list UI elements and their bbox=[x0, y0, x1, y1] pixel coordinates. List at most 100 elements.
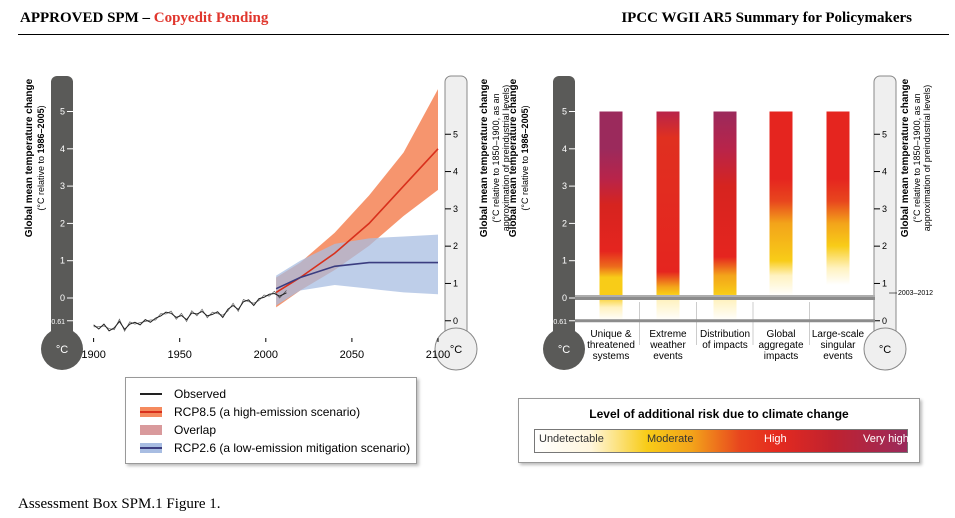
left-panel-right-tick-label: 2 bbox=[453, 241, 458, 251]
risk-label-moderate: Moderate bbox=[647, 433, 694, 445]
legend-rcp26-label: RCP2.6 (a low-emission mitigation scenar… bbox=[174, 441, 411, 455]
left-panel-unit-label: °C bbox=[450, 344, 462, 356]
legend-rcp85-swatch bbox=[140, 407, 162, 417]
right-panel-ylabel-left: Global mean temperature change bbox=[508, 78, 519, 237]
left-panel-right-tick-label: 3 bbox=[453, 204, 458, 214]
right-panel-left-tick-label: -0.61 bbox=[551, 319, 567, 326]
legend-rcp85-label: RCP8.5 (a high-emission scenario) bbox=[174, 405, 361, 419]
right-panel-left-tick-label: 3 bbox=[562, 181, 567, 191]
legend-overlap-label: Overlap bbox=[174, 423, 217, 437]
left-panel-left-tick-label: 5 bbox=[60, 107, 65, 117]
risk-legend-title: Level of additional risk due to climate … bbox=[589, 407, 849, 421]
left-panel-ylabel-left-sub-prefix: (°C relative to bbox=[36, 153, 46, 210]
risk-category-label-5: singular bbox=[820, 340, 856, 351]
right-panel-left-tick-label: 5 bbox=[562, 107, 567, 117]
right-panel-right-tick-label: 3 bbox=[882, 204, 887, 214]
rcp26-mean-line bbox=[275, 261, 438, 290]
left-panel-thermometer-tube bbox=[51, 76, 73, 338]
risk-category-label-5: events bbox=[823, 351, 852, 362]
risk-legend-gradient bbox=[534, 429, 908, 453]
right-panel-ylabel-right-line2: approximation of preindustrial levels) bbox=[922, 85, 932, 232]
right-panel-thermometer-bulb bbox=[863, 327, 907, 371]
left-panel-x-tick-label: 2050 bbox=[340, 349, 364, 361]
right-panel-right-tick-label: 0 bbox=[882, 316, 887, 326]
left-panel-thermometer-bulb bbox=[41, 328, 83, 370]
right-panel-thermometer-tube bbox=[553, 76, 575, 338]
right-panel-left-tick-label: 1 bbox=[562, 256, 567, 266]
legend-overlap: Overlap bbox=[140, 422, 216, 438]
reference-period-band bbox=[575, 295, 875, 300]
risk-category-label-3: Distribution bbox=[700, 329, 750, 340]
left-panel-thermometer-bulb bbox=[434, 327, 478, 371]
risk-category-label-5: Large-scale bbox=[812, 329, 865, 340]
observed-line bbox=[93, 292, 287, 332]
header-title: IPCC WGII AR5 Summary for Policymakers bbox=[621, 10, 912, 26]
left-panel-ylabel-right-line2: approximation of preindustrial levels) bbox=[501, 85, 511, 232]
header-left: APPROVED SPM – Copyedit Pending bbox=[20, 10, 268, 27]
legend-observed-swatch bbox=[140, 389, 162, 399]
risk-legend: Level of additional risk due to climate … bbox=[518, 398, 920, 463]
left-panel-left-tick-label: -0.61 bbox=[49, 319, 65, 326]
risk-bar-4 bbox=[769, 111, 793, 321]
left-panel-ylabel-right: Global mean temperature change bbox=[479, 78, 490, 237]
right-panel-ylabel-right-line1: (°C relative to 1850–1900, as an bbox=[912, 93, 922, 222]
risk-category-label-1: systems bbox=[593, 351, 630, 362]
risk-category-label-1: Unique & bbox=[590, 329, 631, 340]
legend-rcp26-swatch bbox=[140, 443, 162, 453]
left-panel-axis-title-right: Global mean temperature change (°C relati… bbox=[479, 78, 511, 237]
right-panel-left-tick-label: 4 bbox=[562, 144, 567, 154]
risk-category-label-4: impacts bbox=[764, 351, 798, 362]
risk-category-label-4: Global bbox=[767, 329, 796, 340]
left-panel-ylabel-right-line1: (°C relative to 1850–1900, as an bbox=[491, 93, 501, 222]
risk-bar-1 bbox=[599, 111, 623, 321]
risk-bar-5 bbox=[826, 111, 850, 321]
risk-bar-3 bbox=[713, 111, 737, 321]
header-rule bbox=[18, 34, 949, 35]
right-panel-ylabel-left-sub: (°C relative to 1986–2005) bbox=[520, 105, 530, 210]
left-panel-legend: Observed RCP8.5 (a high-emission scenari… bbox=[125, 377, 417, 464]
right-panel-right-tick-label: 2 bbox=[882, 241, 887, 251]
right-panel-right-tick-label: 5 bbox=[882, 129, 887, 139]
risk-label-undetectable: Undetectable bbox=[539, 433, 604, 445]
risk-label-high: High bbox=[764, 433, 787, 445]
left-panel-x-tick-label: 2100 bbox=[426, 349, 450, 361]
right-panel-ylabel-right: Global mean temperature change bbox=[900, 78, 911, 237]
right-panel-axis-title-right: Global mean temperature change (°C relati… bbox=[900, 78, 932, 237]
right-panel-thermometer-bulb bbox=[543, 328, 585, 370]
left-panel-left-tick-label: 1 bbox=[60, 256, 65, 266]
right-panel-ylabel-left-sub-prefix: (°C relative to bbox=[520, 153, 530, 210]
left-panel-ylabel-left-sub-bold: 1986–2005 bbox=[36, 108, 46, 153]
left-panel-ylabel-left-sub: (°C relative to 1986–2005) bbox=[36, 105, 46, 210]
observed-line-secondary bbox=[93, 290, 287, 332]
left-panel-ylabel-left: Global mean temperature change bbox=[24, 78, 35, 237]
header-status: Copyedit Pending bbox=[153, 10, 269, 26]
figure-caption: Assessment Box SPM.1 Figure 1. bbox=[18, 496, 221, 512]
left-panel-left-tick-label: 4 bbox=[60, 144, 65, 154]
left-panel-right-tick-label: 0 bbox=[453, 316, 458, 326]
left-panel-axis-title-left: Global mean temperature change (°C relati… bbox=[24, 78, 46, 237]
left-panel-left-tick-label: 3 bbox=[60, 181, 65, 191]
left-panel-x-tick-label: 1900 bbox=[81, 349, 105, 361]
reference-period-label: 2003–2012 bbox=[898, 290, 933, 297]
legend-rcp85: RCP8.5 (a high-emission scenario) bbox=[140, 404, 360, 420]
risk-category-label-2: events bbox=[653, 351, 682, 362]
left-panel-left-tick-label: 0 bbox=[60, 293, 65, 303]
left-panel-ylabel-left-sub-suffix: ) bbox=[36, 105, 46, 108]
risk-category-label-2: weather bbox=[649, 340, 686, 351]
risk-bar-2 bbox=[656, 111, 680, 321]
left-panel-x-tick-label: 2000 bbox=[254, 349, 278, 361]
rcp26-uncertainty-band bbox=[276, 234, 438, 306]
risk-category-label-3: of impacts bbox=[702, 340, 748, 351]
legend-observed-label: Observed bbox=[174, 387, 227, 401]
right-panel-left-tick-label: 2 bbox=[562, 218, 567, 228]
risk-category-label-1: threatened bbox=[587, 340, 635, 351]
header-dash: – bbox=[138, 10, 154, 26]
left-panel-x-tick-label: 1950 bbox=[167, 349, 191, 361]
risk-label-very-high: Very high bbox=[863, 433, 909, 445]
left-panel-chart: Global mean temperature change (°C relati… bbox=[24, 75, 511, 371]
left-panel-unit-label: °C bbox=[56, 344, 68, 356]
right-panel-unit-label: °C bbox=[558, 344, 570, 356]
left-panel-plot-area bbox=[93, 89, 439, 332]
legend-rcp26: RCP2.6 (a low-emission mitigation scenar… bbox=[140, 440, 410, 456]
